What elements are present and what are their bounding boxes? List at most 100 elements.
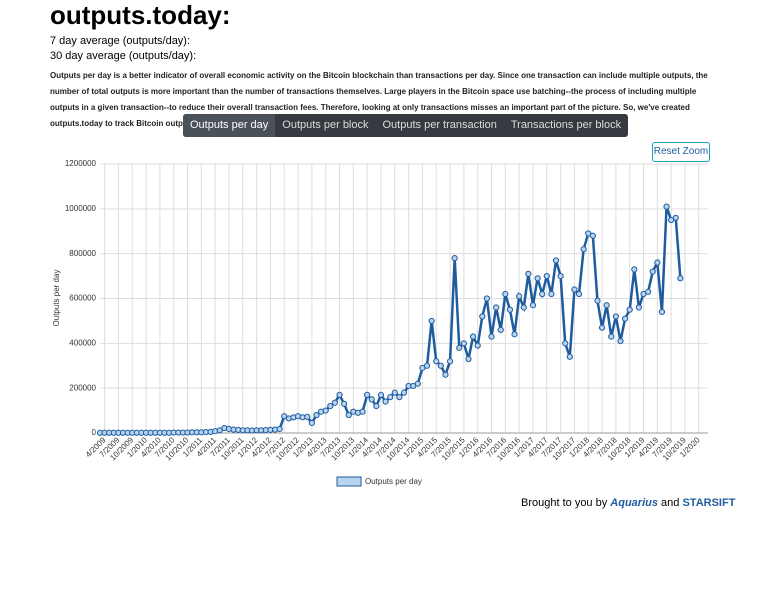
data-point [377, 391, 385, 398]
data-point [548, 290, 555, 298]
chart: Outputs per day 0 200000 400000 600000 80000… [52, 159, 708, 487]
data-point [341, 400, 348, 407]
footer-text: Brought to you by [521, 497, 608, 509]
data-point [497, 326, 504, 333]
tab[interactable]: Outputs per transaction [382, 119, 497, 131]
data-point [345, 411, 352, 419]
brand[interactable]: STARSIFT [682, 497, 736, 509]
average-30: 30 day average (outputs/day): [50, 50, 197, 62]
data-point [621, 315, 629, 322]
data-point [373, 403, 380, 410]
y-tick-label: 200000 [69, 383, 96, 392]
data-point [502, 290, 509, 298]
data-point [529, 302, 537, 309]
data-point [516, 293, 523, 300]
data-point [571, 286, 578, 293]
data-point [382, 398, 389, 405]
data-point [575, 290, 583, 298]
data-point [603, 302, 610, 309]
footer: Brought to you by Aquarius and STARSIFT [521, 497, 735, 509]
data-point [423, 362, 431, 369]
data-point [313, 411, 320, 419]
data-point [672, 214, 679, 221]
y-tick-label: 0 [92, 428, 97, 437]
data-point [543, 272, 550, 280]
data-point [451, 255, 458, 262]
data-point [617, 337, 624, 345]
description: Outputs per day is a better indicator of… [50, 71, 708, 128]
data-point [437, 362, 444, 369]
data-point [414, 380, 421, 387]
y-axis-label: Outputs per day [52, 270, 61, 327]
data-point [465, 355, 472, 363]
y-tick-label: 800000 [69, 249, 96, 258]
data-point [589, 232, 596, 239]
data-point [539, 290, 546, 298]
data-point [658, 308, 666, 316]
data-point [483, 295, 491, 302]
data-point [649, 268, 656, 275]
data-point [488, 333, 495, 340]
data-point [308, 419, 315, 427]
data-point [580, 246, 587, 253]
data-point [387, 394, 394, 401]
tab[interactable]: Outputs per day [183, 114, 276, 137]
data-point [359, 408, 366, 415]
data-point [534, 275, 541, 282]
footer-text: and [661, 497, 680, 509]
data-point [525, 270, 532, 277]
data-point [322, 407, 329, 414]
data-point [391, 389, 398, 396]
data-point [562, 340, 569, 347]
legend-swatch [336, 476, 362, 487]
data-point [331, 399, 339, 406]
data-point [400, 389, 408, 396]
data-point [506, 306, 514, 313]
data-point [594, 297, 601, 304]
data-point [626, 306, 633, 313]
data-point [635, 304, 643, 311]
data-point [557, 272, 564, 280]
data-point [598, 324, 606, 331]
data-point [520, 304, 527, 311]
y-tick-label: 1200000 [65, 159, 97, 168]
data-point [364, 391, 371, 398]
tab[interactable]: Outputs per block [282, 119, 369, 131]
data-point [608, 333, 615, 340]
data-point [677, 275, 684, 282]
data-point [433, 358, 440, 365]
tab-bar: Outputs per day Outputs per block Output… [183, 114, 629, 137]
data-point [304, 413, 311, 420]
data-point [566, 353, 573, 360]
data-point [460, 340, 467, 347]
data-point [446, 358, 454, 365]
data-point [663, 203, 670, 210]
site-title: outputs.today: [50, 0, 231, 30]
data-point [654, 259, 661, 266]
data-point [396, 394, 403, 401]
y-tick-label: 600000 [69, 294, 96, 303]
data-point [336, 391, 343, 398]
tab[interactable]: Transactions per block [510, 119, 622, 131]
data-point [612, 313, 619, 320]
average-7: 7 day average (outputs/day): [50, 35, 191, 47]
data-point [456, 344, 463, 351]
data-point [327, 403, 334, 410]
data-point [631, 266, 638, 273]
data-point [552, 257, 560, 264]
legend-label: Outputs per day [365, 477, 422, 486]
reset-zoom-button[interactable]: Reset Zoom [652, 142, 710, 162]
data-point [276, 425, 283, 433]
y-tick-label: 400000 [69, 338, 96, 347]
data-point [442, 371, 449, 378]
data-point [428, 317, 435, 325]
y-tick-label: 1000000 [65, 204, 97, 213]
brand[interactable]: Aquarius [610, 497, 658, 509]
data-point [479, 313, 486, 320]
data-point [368, 396, 375, 403]
data-point [511, 331, 518, 338]
data-point [493, 304, 500, 311]
data-point [469, 333, 477, 340]
data-point [474, 342, 481, 349]
